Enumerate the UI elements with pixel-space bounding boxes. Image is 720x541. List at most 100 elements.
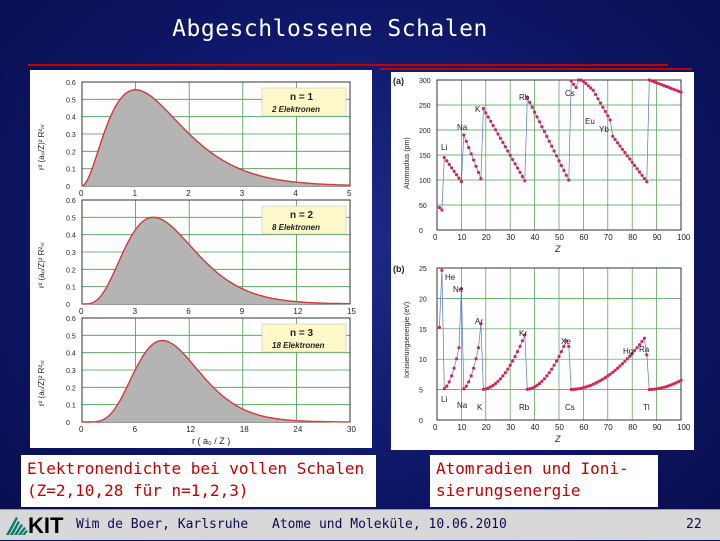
data-point [437, 205, 441, 210]
title-divider [28, 64, 668, 66]
x-tick-label: 6 [133, 425, 138, 434]
data-point [440, 208, 444, 212]
data-point [679, 90, 683, 94]
data-point [450, 374, 454, 378]
element-annotation: Yb [599, 125, 609, 134]
data-point [537, 381, 542, 386]
data-point [664, 84, 668, 89]
x-tick-label: 90 [653, 423, 662, 432]
y-tick-label: 0.6 [66, 80, 76, 87]
x-tick-label: 40 [531, 233, 540, 242]
data-point [511, 157, 515, 162]
data-point [677, 380, 681, 384]
data-point [574, 387, 578, 391]
legend-n-label: n = 1 [290, 92, 314, 103]
element-annotation: Ar [475, 317, 483, 326]
y-tick-label: 0.2 [66, 149, 76, 156]
data-point [442, 155, 446, 160]
data-point [547, 371, 551, 375]
data-point [484, 111, 488, 115]
element-annotation: Rb [519, 403, 530, 412]
x-tick-label: 80 [628, 233, 637, 242]
x-tick-label: 70 [604, 423, 613, 432]
legend-box [261, 323, 347, 353]
data-point [616, 366, 620, 370]
element-annotation: Eu [585, 117, 595, 126]
x-tick-label: 90 [653, 233, 662, 242]
data-point [515, 350, 520, 354]
footer-bar: KIT Wim de Boer, Karlsruhe Atome und Mol… [0, 509, 720, 540]
data-point [540, 125, 544, 129]
data-point [498, 377, 502, 381]
element-annotation: K [477, 403, 483, 412]
data-point [594, 381, 598, 385]
element-annotation: Ra [639, 345, 650, 354]
data-point [535, 383, 539, 387]
data-point [642, 176, 646, 181]
x-tick-label: 10 [457, 423, 466, 432]
element-annotation: Ne [453, 285, 464, 294]
data-point [669, 86, 673, 90]
y-tick-label: 0 [66, 420, 70, 427]
y-axis-label: Atomradius (pm) [404, 137, 411, 189]
y-tick-label: 0.1 [66, 167, 76, 174]
data-point [550, 144, 554, 148]
x-tick-label: 5 [347, 189, 352, 198]
density-area [82, 217, 350, 304]
data-point [640, 339, 644, 344]
legend-n-label: n = 2 [290, 210, 314, 221]
data-point [647, 78, 651, 82]
plot-frame [436, 267, 682, 421]
data-point [637, 170, 642, 174]
data-point [567, 344, 571, 348]
data-point [569, 387, 573, 392]
data-point [672, 382, 676, 386]
data-point [596, 380, 600, 384]
data-point [513, 162, 517, 166]
data-point [635, 346, 639, 350]
x-tick-label: 18 [240, 425, 249, 434]
kit-logo-text: KIT [28, 513, 64, 538]
data-point [533, 110, 537, 114]
data-point [445, 159, 449, 163]
y-tick-label: 0.3 [66, 132, 76, 139]
data-point [576, 387, 581, 391]
data-point [564, 173, 568, 177]
data-point [579, 78, 583, 82]
density-chart-1: 0 1 2 3 4 5 0 0.1 0.2 0.3 0.4 0.5 0.6 n = 1 2 Elektron… [37, 80, 352, 198]
data-point [596, 97, 600, 101]
data-point [525, 387, 529, 391]
data-point [620, 147, 624, 151]
data-point [491, 123, 495, 128]
y-tick-label: 0.3 [66, 368, 76, 375]
data-point [464, 384, 468, 388]
data-point [589, 86, 593, 90]
data-point [650, 79, 654, 83]
y-tick-label: 0.6 [66, 316, 76, 323]
data-point [586, 84, 590, 88]
title-divider-2 [380, 68, 692, 70]
data-point [508, 363, 512, 367]
data-point [498, 136, 502, 140]
x-tick-label: 80 [628, 423, 637, 432]
data-point [503, 145, 507, 149]
data-point [559, 164, 563, 168]
data-point [657, 82, 661, 86]
data-point [523, 333, 527, 337]
data-point [459, 180, 463, 184]
x-tick-label: 10 [457, 233, 466, 242]
data-point [530, 386, 534, 390]
x-tick-label: 30 [347, 425, 356, 434]
data-point [542, 377, 546, 381]
y-tick-label: 0.2 [66, 267, 76, 274]
data-point [611, 134, 615, 138]
element-annotation: Li [441, 395, 447, 404]
data-point [467, 380, 471, 384]
right-caption-line1: Atomradien und Ioni- [436, 459, 629, 478]
data-point [594, 92, 598, 97]
data-point [655, 387, 659, 391]
data-point [628, 157, 632, 161]
data-point [472, 158, 476, 162]
x-tick-label: 60 [579, 233, 588, 242]
data-point [574, 85, 578, 90]
